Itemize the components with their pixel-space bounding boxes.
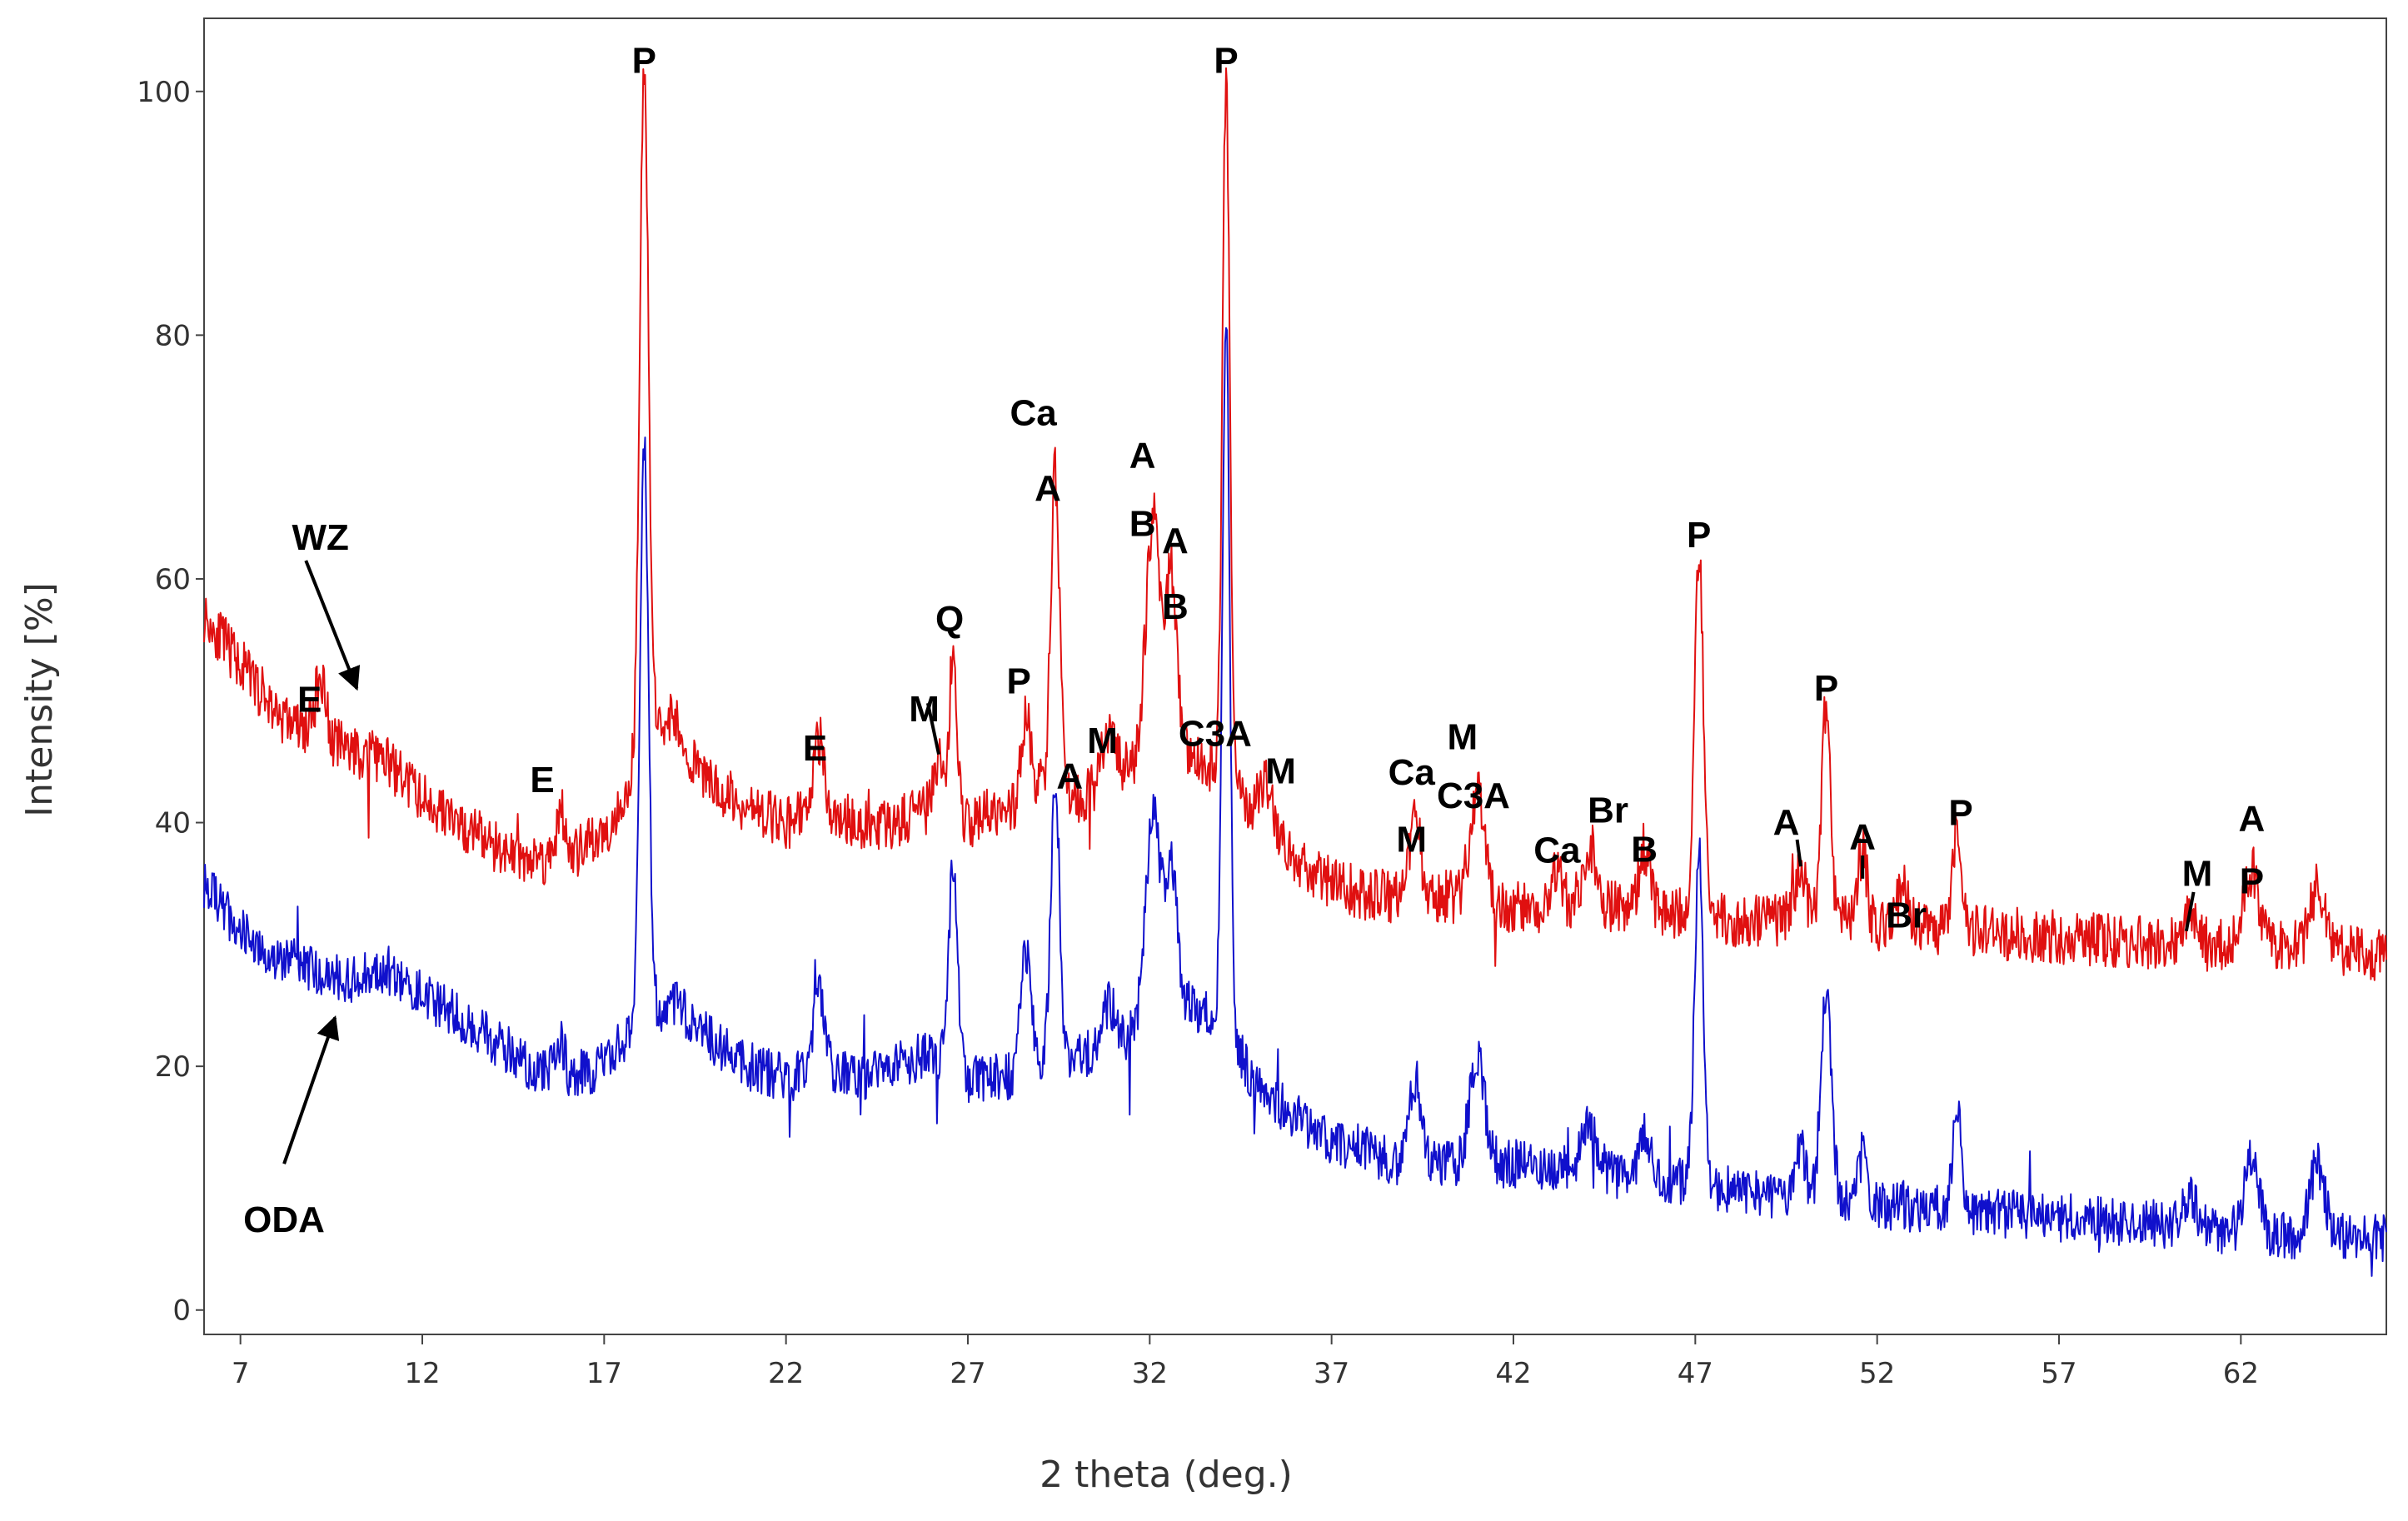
x-axis-title: 2 theta (deg.) [1039,1454,1293,1496]
peak-annotation: P [1814,668,1838,709]
peak-annotation: Ca [1533,830,1581,871]
peak-annotation: M [1265,751,1296,792]
leader-line [926,702,941,756]
leader-lines [926,702,2196,932]
peak-annotation: Ca [1388,752,1436,793]
series-line-oda [203,327,2387,1277]
series-labels: WZ ODA [243,517,361,1240]
peak-annotation: P [1687,515,1711,556]
peak-annotation: C3A [1437,775,1510,816]
peak-annotation: A [1129,436,1156,476]
x-tick-label: 27 [950,1357,985,1390]
x-tick-label: 32 [1132,1357,1168,1390]
peak-annotation: A [1034,468,1061,509]
peak-annotation: M [1396,820,1427,860]
peak-annotation: E [297,679,322,720]
peak-annotation: P [2240,860,2264,901]
plot-frame [203,17,2387,1335]
series-line-wz [203,67,2387,981]
x-tick-label: 42 [1495,1357,1531,1390]
peak-annotation: M [1448,717,1478,758]
peak-annotation: P [632,41,656,82]
peak-annotation: Br [1886,895,1927,935]
peak-annotation: E [530,760,554,800]
x-tick-label: 62 [2223,1357,2259,1390]
peak-annotation: M [909,689,940,730]
series-label-oda: ODA [243,1199,325,1240]
peak-annotation: B [1129,504,1156,545]
x-tick-label: 52 [1859,1357,1895,1390]
x-tick-label: 37 [1314,1357,1349,1390]
y-axis: 0 20 40 60 80 100 [137,76,204,1328]
y-tick-label: 40 [155,807,191,840]
peak-annotation: P [1006,661,1030,701]
y-tick-label: 0 [172,1294,191,1328]
y-tick-label: 80 [155,319,191,352]
peak-annotation: P [1214,41,1238,82]
series-layer [203,67,2387,1277]
peak-annotation: A [1162,521,1189,561]
peak-annotation: Q [935,599,964,640]
y-tick-label: 20 [155,1050,191,1084]
y-tick-label: 100 [137,76,191,109]
peak-annotation: C3A [1179,713,1252,754]
peak-annotation: Br [1588,790,1628,830]
peak-annotation: E [803,728,827,769]
peak-annotation: A [1773,802,1800,843]
peak-annotation: A [1056,756,1083,797]
series-label-wz: WZ [292,517,349,558]
y-tick-label: 60 [155,563,191,596]
plot-border [203,17,2387,1335]
series-label-arrow [282,1015,340,1164]
leader-line [2184,891,2196,932]
x-tick-label: 22 [768,1357,804,1390]
leader-line [1795,839,1802,867]
peak-annotation: M [1087,721,1118,761]
peak-annotation: P [1948,792,1972,833]
peak-annotation: A [1849,817,1876,858]
peak-annotation: M [2182,854,2213,895]
x-tick-label: 12 [404,1357,440,1390]
x-axis: 7 12 17 22 27 32 37 42 47 52 57 62 [232,1334,2259,1390]
series-label-arrow [304,560,361,691]
x-tick-label: 7 [232,1357,250,1390]
peak-annotation: Ca [1010,393,1057,434]
peak-annotation: A [2239,799,2266,840]
y-axis-title: Intensity [%] [18,582,61,817]
peak-annotation: B [1631,829,1658,870]
x-tick-label: 17 [586,1357,622,1390]
peak-annotation: B [1162,586,1189,627]
x-tick-label: 47 [1678,1357,1713,1390]
x-tick-label: 57 [2041,1357,2076,1390]
